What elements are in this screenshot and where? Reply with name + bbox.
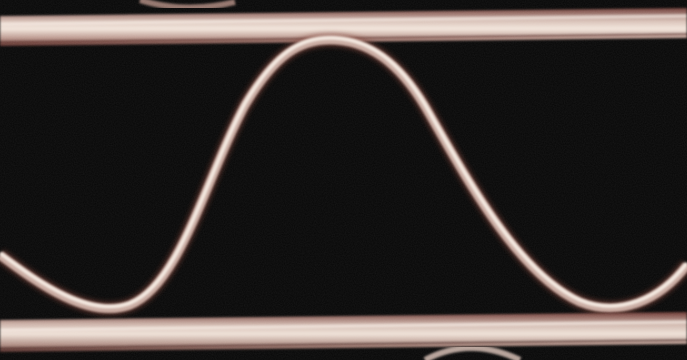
film-grain-overlay bbox=[0, 0, 687, 360]
photo-canvas bbox=[0, 0, 687, 360]
macro-photo-corrugated-cardboard bbox=[0, 0, 687, 360]
